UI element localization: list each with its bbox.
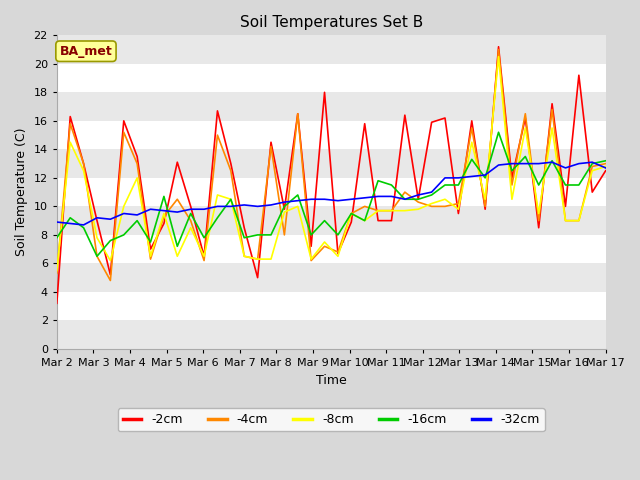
Title: Soil Temperatures Set B: Soil Temperatures Set B xyxy=(239,15,423,30)
Bar xyxy=(57,149,605,178)
Legend: -2cm, -4cm, -8cm, -16cm, -32cm: -2cm, -4cm, -8cm, -16cm, -32cm xyxy=(118,408,545,432)
Text: BA_met: BA_met xyxy=(60,45,113,58)
Bar xyxy=(57,36,605,64)
Bar xyxy=(57,321,605,349)
Bar xyxy=(57,92,605,121)
Y-axis label: Soil Temperature (C): Soil Temperature (C) xyxy=(15,128,28,256)
Bar xyxy=(57,206,605,235)
Bar xyxy=(57,264,605,292)
X-axis label: Time: Time xyxy=(316,373,347,386)
